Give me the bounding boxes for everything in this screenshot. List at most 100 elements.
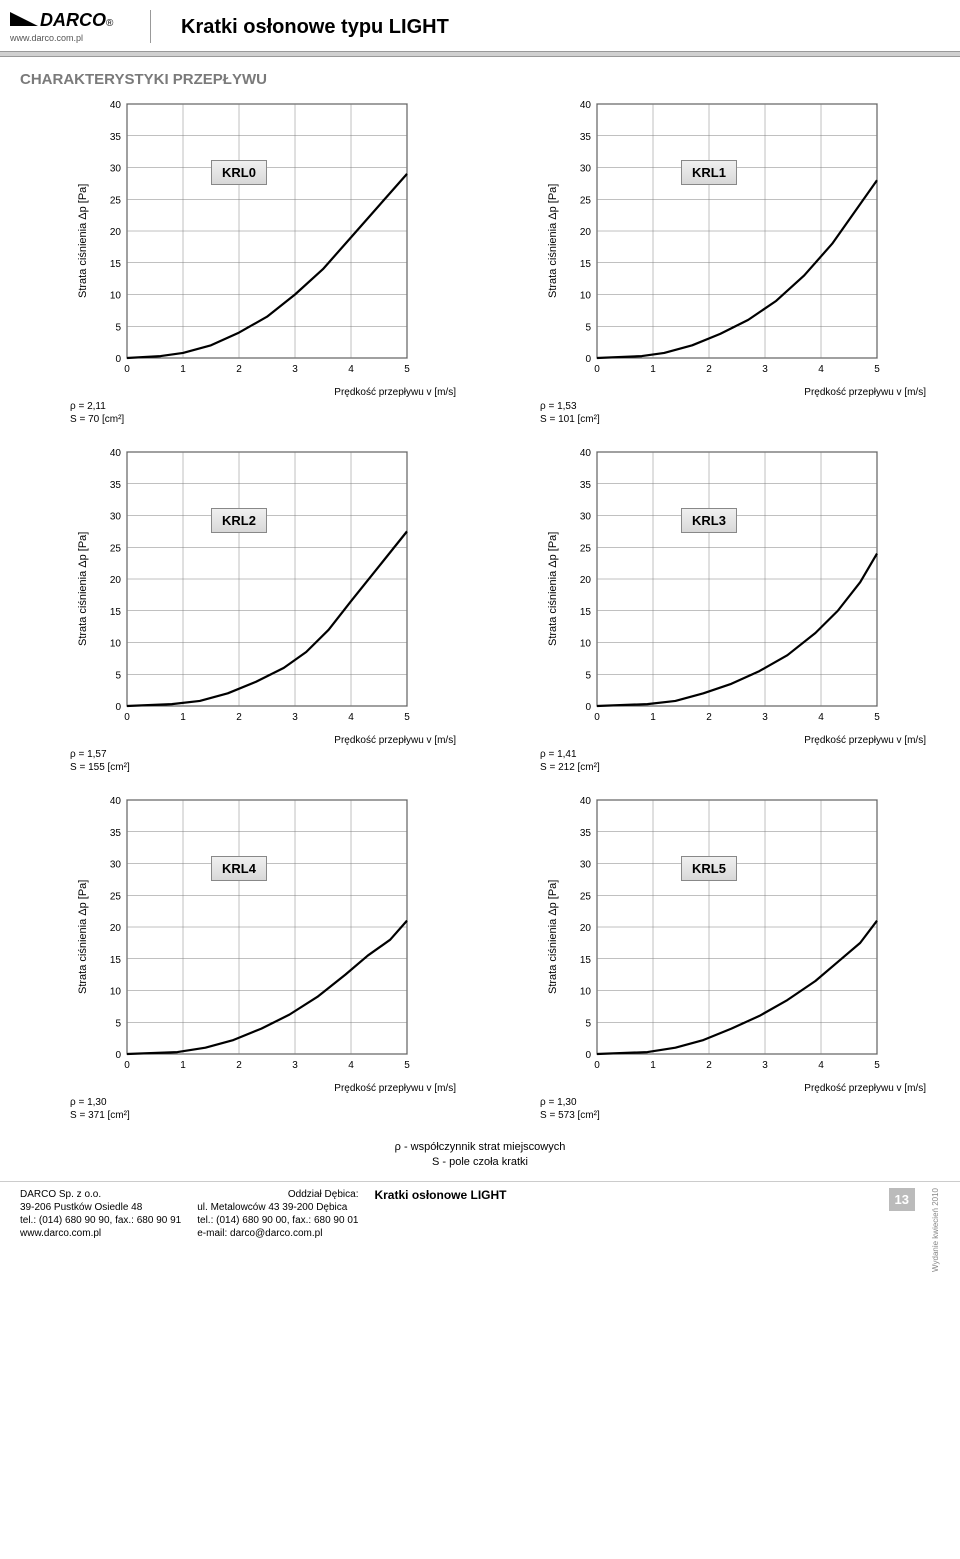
svg-text:0: 0: [115, 702, 121, 713]
y-axis-label: Strata ciśnienia Δp [Pa]: [77, 98, 89, 383]
svg-text:20: 20: [580, 227, 592, 238]
svg-text:1: 1: [180, 364, 186, 375]
svg-text:35: 35: [580, 828, 592, 839]
svg-text:20: 20: [580, 923, 592, 934]
svg-text:4: 4: [818, 1060, 824, 1071]
x-axis-label: Prędkość przepływu v [m/s]: [30, 1083, 460, 1094]
legend-line-1: ρ - współczynnik strat miejscowych: [0, 1140, 960, 1155]
svg-text:40: 40: [110, 100, 122, 111]
svg-text:0: 0: [124, 1060, 130, 1071]
svg-text:5: 5: [404, 1060, 410, 1071]
chart-svg: 0123450510152025303540: [563, 794, 883, 1074]
svg-text:4: 4: [818, 712, 824, 723]
chart-label-badge: KRL3: [681, 508, 737, 533]
chart-svg: 0123450510152025303540: [563, 98, 883, 378]
svg-text:5: 5: [585, 322, 591, 333]
branch-email: e-mail: darco@darco.com.pl: [197, 1227, 358, 1240]
charts-grid: Strata ciśnienia Δp [Pa]0123450510152025…: [0, 98, 960, 1122]
svg-text:2: 2: [706, 1060, 712, 1071]
svg-text:5: 5: [585, 1018, 591, 1029]
svg-text:10: 10: [580, 639, 592, 650]
chart-krl0: Strata ciśnienia Δp [Pa]0123450510152025…: [30, 98, 460, 426]
chart-svg: 0123450510152025303540: [93, 794, 413, 1074]
svg-text:3: 3: [292, 364, 298, 375]
svg-text:1: 1: [180, 1060, 186, 1071]
header-greybar: [0, 51, 960, 57]
svg-text:15: 15: [110, 607, 122, 618]
svg-text:3: 3: [762, 1060, 768, 1071]
svg-text:15: 15: [580, 259, 592, 270]
x-axis-label: Prędkość przepływu v [m/s]: [500, 1083, 930, 1094]
svg-text:3: 3: [762, 364, 768, 375]
chart-krl1: Strata ciśnienia Δp [Pa]0123450510152025…: [500, 98, 930, 426]
svg-text:10: 10: [110, 291, 122, 302]
svg-text:25: 25: [110, 891, 122, 902]
svg-text:1: 1: [650, 1060, 656, 1071]
svg-text:1: 1: [650, 712, 656, 723]
svg-text:0: 0: [585, 702, 591, 713]
y-axis-label: Strata ciśnienia Δp [Pa]: [547, 794, 559, 1079]
svg-text:1: 1: [180, 712, 186, 723]
footer-product: Kratki osłonowe LIGHT: [374, 1188, 506, 1204]
y-axis-label: Strata ciśnienia Δp [Pa]: [547, 446, 559, 731]
chart-params: ρ = 1,41S = 212 [cm²]: [500, 748, 600, 774]
chart-label-badge: KRL2: [211, 508, 267, 533]
svg-text:0: 0: [124, 364, 130, 375]
svg-text:2: 2: [236, 712, 242, 723]
svg-text:25: 25: [580, 891, 592, 902]
svg-text:5: 5: [585, 670, 591, 681]
svg-text:40: 40: [580, 448, 592, 459]
svg-text:0: 0: [115, 354, 121, 365]
svg-text:4: 4: [348, 1060, 354, 1071]
svg-text:5: 5: [404, 364, 410, 375]
page-header: DARCO ® www.darco.com.pl Kratki osłonowe…: [0, 0, 960, 43]
y-axis-label: Strata ciśnienia Δp [Pa]: [547, 98, 559, 383]
svg-text:35: 35: [110, 828, 122, 839]
branch-label: Oddział Dębica:: [197, 1188, 358, 1201]
chart-label-badge: KRL1: [681, 160, 737, 185]
logo-block: DARCO ® www.darco.com.pl: [10, 10, 120, 43]
svg-text:25: 25: [580, 543, 592, 554]
svg-text:2: 2: [706, 712, 712, 723]
logo-url: www.darco.com.pl: [10, 33, 120, 43]
branch-tel: tel.: (014) 680 90 00, fax.: 680 90 01: [197, 1214, 358, 1227]
svg-text:10: 10: [110, 987, 122, 998]
svg-text:5: 5: [404, 712, 410, 723]
svg-text:15: 15: [580, 955, 592, 966]
registered-icon: ®: [106, 18, 113, 29]
svg-text:2: 2: [236, 1060, 242, 1071]
y-axis-label: Strata ciśnienia Δp [Pa]: [77, 446, 89, 731]
company-url: www.darco.com.pl: [20, 1227, 181, 1240]
chart-params: ρ = 1,53S = 101 [cm²]: [500, 400, 600, 426]
x-axis-label: Prędkość przepływu v [m/s]: [500, 735, 930, 746]
x-axis-label: Prędkość przepływu v [m/s]: [500, 387, 930, 398]
page-footer: DARCO Sp. z o.o. 39-206 Pustków Osiedle …: [0, 1181, 960, 1278]
chart-svg: 0123450510152025303540: [93, 446, 413, 726]
svg-text:30: 30: [110, 860, 122, 871]
svg-text:20: 20: [110, 923, 122, 934]
svg-text:30: 30: [110, 164, 122, 175]
svg-text:5: 5: [874, 712, 880, 723]
svg-text:5: 5: [115, 670, 121, 681]
chart-label-badge: KRL5: [681, 856, 737, 881]
x-axis-label: Prędkość przepływu v [m/s]: [30, 735, 460, 746]
svg-text:10: 10: [110, 639, 122, 650]
svg-text:25: 25: [110, 195, 122, 206]
chart-params: ρ = 1,57S = 155 [cm²]: [30, 748, 130, 774]
svg-text:20: 20: [110, 575, 122, 586]
svg-text:15: 15: [580, 607, 592, 618]
chart-krl5: Strata ciśnienia Δp [Pa]0123450510152025…: [500, 794, 930, 1122]
svg-text:0: 0: [585, 1050, 591, 1061]
svg-text:3: 3: [292, 712, 298, 723]
svg-text:4: 4: [818, 364, 824, 375]
chart-krl2: Strata ciśnienia Δp [Pa]0123450510152025…: [30, 446, 460, 774]
chart-params: ρ = 1,30S = 573 [cm²]: [500, 1096, 600, 1122]
chart-svg: 0123450510152025303540: [93, 98, 413, 378]
header-divider: [150, 10, 151, 43]
product-name: Kratki osłonowe LIGHT: [374, 1188, 506, 1204]
svg-text:20: 20: [580, 575, 592, 586]
chart-krl4: Strata ciśnienia Δp [Pa]0123450510152025…: [30, 794, 460, 1122]
svg-text:5: 5: [115, 1018, 121, 1029]
svg-text:5: 5: [115, 322, 121, 333]
company-name: DARCO Sp. z o.o.: [20, 1188, 181, 1201]
